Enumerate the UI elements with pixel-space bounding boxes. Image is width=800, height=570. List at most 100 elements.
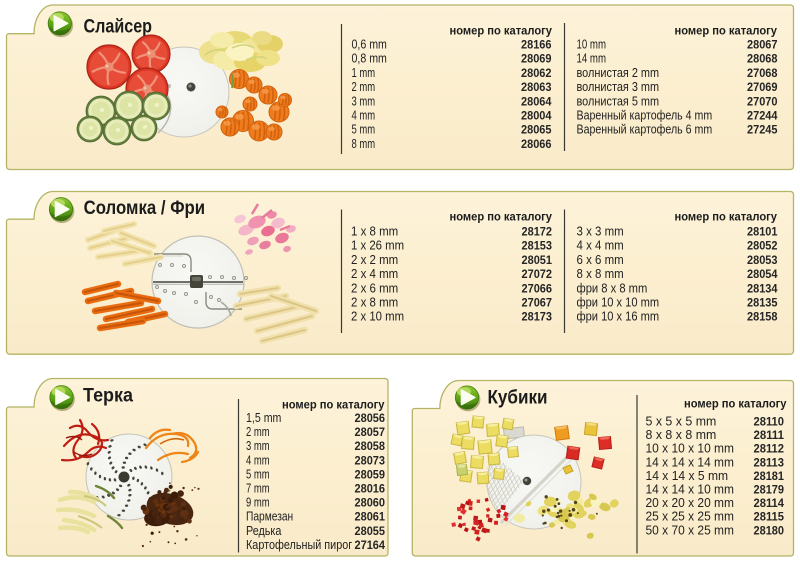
svg-text:2 mm: 2 mm (246, 425, 270, 439)
svg-text:28066: 28066 (521, 137, 552, 151)
svg-text:2 x 6 mm: 2 x 6 mm (351, 281, 398, 295)
svg-text:14 x 14 x 10 mm: 14 x 14 x 10 mm (646, 483, 735, 497)
svg-text:28065: 28065 (521, 123, 552, 137)
svg-text:Картофельный пирог: Картофельный пирог (246, 538, 353, 552)
svg-text:28068: 28068 (747, 52, 778, 66)
svg-text:номер по каталогу: номер по каталогу (450, 24, 553, 38)
svg-text:27164: 27164 (355, 538, 386, 552)
svg-text:8 x 8 mm: 8 x 8 mm (577, 267, 624, 281)
svg-text:4 mm: 4 mm (352, 109, 376, 123)
svg-text:2 x 4 mm: 2 x 4 mm (351, 267, 398, 281)
svg-text:4 mm: 4 mm (246, 453, 270, 467)
svg-text:2 x 10 mm: 2 x 10 mm (351, 310, 404, 324)
svg-text:27067: 27067 (522, 296, 553, 310)
svg-text:28061: 28061 (355, 510, 386, 524)
svg-text:Редька: Редька (246, 524, 281, 538)
svg-text:5 mm: 5 mm (352, 123, 376, 137)
svg-text:28101: 28101 (747, 225, 778, 239)
svg-text:Варенный картофель 4 mm: Варенный картофель 4 mm (577, 109, 713, 123)
svg-text:номер по каталогу: номер по каталогу (450, 210, 553, 224)
svg-text:28113: 28113 (754, 455, 785, 469)
svg-text:28058: 28058 (355, 439, 386, 453)
svg-text:28052: 28052 (747, 239, 778, 253)
svg-text:28153: 28153 (522, 239, 553, 253)
svg-text:28112: 28112 (754, 442, 785, 456)
svg-text:28134: 28134 (747, 281, 778, 295)
svg-text:14 mm: 14 mm (577, 52, 607, 66)
svg-text:27068: 27068 (747, 66, 778, 80)
svg-text:0,6 mm: 0,6 mm (352, 38, 387, 52)
svg-text:Соломка / Фри: Соломка / Фри (84, 198, 206, 219)
svg-text:9 mm: 9 mm (246, 496, 270, 510)
svg-text:28016: 28016 (355, 482, 386, 496)
svg-text:5 mm: 5 mm (246, 467, 270, 481)
svg-text:8 x 8 x 8 mm: 8 x 8 x 8 mm (646, 428, 717, 442)
svg-text:28069: 28069 (521, 52, 552, 66)
svg-text:28166: 28166 (521, 38, 552, 52)
svg-text:номер по каталогу: номер по каталогу (675, 24, 778, 38)
svg-text:волнистая 3 mm: волнистая 3 mm (577, 80, 660, 94)
svg-text:Слайсер: Слайсер (84, 17, 153, 38)
svg-text:Терка: Терка (83, 386, 133, 407)
svg-text:28055: 28055 (355, 524, 386, 538)
svg-text:Варенный картофель 6 mm: Варенный картофель 6 mm (577, 123, 713, 137)
svg-text:27069: 27069 (747, 80, 778, 94)
svg-text:фри 8 x 8 mm: фри 8 x 8 mm (577, 281, 648, 295)
svg-text:27066: 27066 (522, 281, 553, 295)
svg-text:28004: 28004 (521, 109, 552, 123)
svg-text:14 x 14 x 14 mm: 14 x 14 x 14 mm (646, 455, 735, 469)
svg-text:50 x 70 x 25 mm: 50 x 70 x 25 mm (646, 523, 735, 537)
svg-text:1 mm: 1 mm (352, 66, 376, 80)
svg-text:28067: 28067 (747, 38, 778, 52)
svg-text:28173: 28173 (522, 310, 553, 324)
svg-text:3 mm: 3 mm (352, 94, 376, 108)
svg-text:28054: 28054 (747, 267, 778, 281)
svg-text:8 mm: 8 mm (352, 137, 376, 151)
svg-text:4 x 4 mm: 4 x 4 mm (577, 239, 624, 253)
svg-text:28172: 28172 (522, 225, 553, 239)
svg-text:28064: 28064 (521, 94, 552, 108)
svg-text:1 x 26 mm: 1 x 26 mm (351, 239, 404, 253)
svg-text:номер по каталогу: номер по каталогу (282, 398, 385, 412)
svg-text:1 x 8 mm: 1 x 8 mm (351, 225, 398, 239)
svg-text:5 x 5 x 5 mm: 5 x 5 x 5 mm (646, 415, 717, 429)
svg-text:фри 10 x 16 mm: фри 10 x 16 mm (577, 310, 660, 324)
svg-text:Кубики: Кубики (488, 388, 548, 409)
svg-text:28059: 28059 (355, 467, 386, 481)
svg-text:28063: 28063 (521, 80, 552, 94)
svg-text:1,5 mm: 1,5 mm (246, 411, 281, 425)
svg-text:Пармезан: Пармезан (246, 510, 293, 524)
svg-text:28179: 28179 (754, 483, 785, 497)
svg-text:2 x 8 mm: 2 x 8 mm (351, 296, 398, 310)
svg-text:28111: 28111 (754, 428, 785, 442)
svg-text:номер по каталогу: номер по каталогу (684, 397, 787, 411)
svg-text:28158: 28158 (747, 310, 778, 324)
svg-text:28062: 28062 (521, 66, 552, 80)
svg-text:7 mm: 7 mm (246, 482, 270, 496)
svg-text:28057: 28057 (355, 425, 386, 439)
svg-text:3 x 3 mm: 3 x 3 mm (577, 225, 624, 239)
svg-text:25 x 25 x 25 mm: 25 x 25 x 25 mm (646, 510, 735, 524)
svg-text:27072: 27072 (522, 267, 553, 281)
svg-text:номер по каталогу: номер по каталогу (675, 210, 778, 224)
svg-text:27244: 27244 (747, 109, 778, 123)
svg-text:28180: 28180 (754, 523, 785, 537)
svg-text:28073: 28073 (355, 453, 386, 467)
svg-text:волнистая 5 mm: волнистая 5 mm (577, 94, 660, 108)
svg-text:2 mm: 2 mm (352, 80, 376, 94)
svg-text:27070: 27070 (747, 94, 778, 108)
svg-text:28181: 28181 (754, 469, 785, 483)
svg-text:28056: 28056 (355, 411, 386, 425)
svg-text:27245: 27245 (747, 123, 778, 137)
svg-text:3 mm: 3 mm (246, 439, 270, 453)
svg-text:14 x 14 x 5 mm: 14 x 14 x 5 mm (646, 469, 729, 483)
svg-text:10 x 10 x 10 mm: 10 x 10 x 10 mm (646, 442, 735, 456)
svg-text:0,8 mm: 0,8 mm (352, 52, 387, 66)
svg-text:28135: 28135 (747, 296, 778, 310)
svg-text:волнистая 2 mm: волнистая 2 mm (577, 66, 660, 80)
svg-text:28110: 28110 (754, 415, 785, 429)
svg-text:20 x 20 x 20 mm: 20 x 20 x 20 mm (646, 496, 735, 510)
svg-text:28115: 28115 (754, 510, 785, 524)
svg-text:2 x 2 mm: 2 x 2 mm (351, 253, 398, 267)
svg-text:28114: 28114 (754, 496, 785, 510)
